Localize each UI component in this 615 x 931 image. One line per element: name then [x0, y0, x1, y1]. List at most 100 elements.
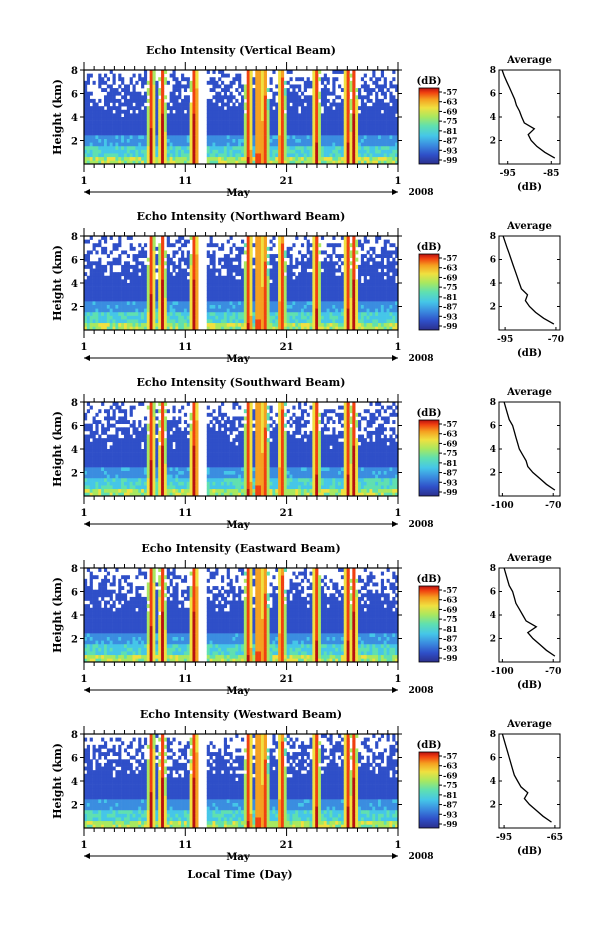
heatmap-cell	[263, 311, 267, 316]
heatmap-cell	[372, 268, 376, 273]
heatmap-cell	[306, 243, 310, 248]
heatmap-cell	[292, 160, 296, 165]
heatmap-cell	[263, 84, 267, 89]
heatmap-cell	[243, 127, 247, 132]
heatmap-cell	[106, 131, 110, 136]
heatmap-cell	[92, 459, 96, 464]
heatmap-cell	[115, 322, 119, 327]
heatmap-cell	[183, 142, 188, 147]
heatmap-cell	[209, 308, 213, 313]
heatmap-cell	[392, 135, 396, 139]
heatmap-cell	[143, 73, 148, 78]
heatmap-cell	[303, 80, 307, 85]
heatmap-cell	[95, 477, 99, 482]
heatmap-cell	[235, 149, 239, 154]
heatmap-cell	[192, 80, 196, 85]
heatmap-cell	[380, 156, 385, 161]
heatmap-cell	[312, 77, 316, 82]
heatmap-cell	[206, 326, 210, 331]
heatmap-cell	[218, 135, 222, 139]
heatmap-cell	[195, 239, 199, 244]
heatmap-cell	[358, 275, 362, 280]
heatmap-cell	[226, 261, 230, 266]
heatmap-cell	[183, 304, 188, 309]
heatmap-cell	[352, 322, 356, 327]
heatmap-cell	[86, 239, 90, 244]
heatmap-cell	[229, 290, 233, 295]
heatmap-cell	[183, 135, 188, 139]
heatmap-cell	[218, 311, 222, 316]
heatmap-cell	[215, 113, 219, 118]
heatmap-cell	[343, 268, 347, 273]
heatmap-cell	[395, 250, 399, 255]
heatmap-cell	[286, 283, 290, 287]
heatmap-cell	[118, 156, 122, 161]
heatmap-cell	[226, 131, 230, 136]
heatmap-cell	[318, 106, 322, 111]
heatmap-cell	[278, 117, 282, 121]
heatmap-cell	[275, 286, 279, 291]
heatmap-cell	[358, 283, 362, 287]
heatmap-cell	[346, 120, 350, 125]
heatmap-cell	[186, 160, 190, 165]
heatmap-cell	[98, 315, 102, 320]
heatmap-cell	[84, 492, 88, 497]
heatmap-cell	[118, 308, 122, 313]
heatmap-cell	[172, 135, 176, 139]
heatmap-cell	[286, 286, 290, 291]
heatmap-cell	[258, 73, 262, 78]
heatmap-cell	[343, 88, 347, 92]
heatmap-cell	[380, 301, 385, 305]
heatmap-cells	[84, 70, 399, 165]
heatmap-cell	[121, 127, 125, 132]
heatmap-cell	[115, 106, 119, 111]
heatmap-cell	[289, 142, 293, 147]
heatmap-cell	[166, 254, 170, 258]
heatmap-cell	[309, 304, 313, 309]
heatmap-cell	[103, 286, 108, 291]
heatmap-cell	[332, 283, 336, 287]
heatmap-cell	[375, 261, 379, 266]
heatmap-cell	[263, 293, 267, 298]
heatmap-cell	[149, 250, 153, 255]
heatmap-cell	[332, 315, 336, 320]
heatmap-cell	[152, 264, 156, 269]
heatmap-cell	[112, 73, 116, 78]
heatmap-cell	[98, 326, 102, 331]
heatmap-cell	[175, 135, 179, 139]
heatmap-cell	[312, 311, 316, 316]
heatmap-cell	[298, 95, 302, 100]
colorbar-tick-label: -57	[443, 87, 457, 97]
heatmap-cell	[280, 286, 285, 291]
heatmap-cell	[181, 272, 185, 277]
heatmap-cell	[252, 156, 256, 161]
heatmap-cell	[280, 257, 285, 262]
heatmap-cell	[178, 109, 182, 114]
heatmap-cell	[343, 142, 347, 147]
heatmap-cell	[395, 142, 399, 147]
heatmap-cell	[92, 243, 96, 248]
heatmap-cell	[189, 131, 193, 136]
heatmap-cell	[380, 149, 385, 154]
heatmap-cell	[161, 135, 165, 139]
heatmap-cell	[138, 131, 142, 136]
heatmap-cell	[118, 286, 122, 291]
heatmap-cell	[309, 84, 313, 89]
heatmap-cell	[209, 145, 213, 150]
heatmap-cell	[306, 293, 310, 298]
heatmap-cell	[289, 153, 293, 158]
heatmap-cell	[292, 149, 296, 154]
heatmap-cell	[323, 149, 327, 154]
heatmap-cell	[112, 308, 116, 313]
heatmap-cell	[280, 80, 285, 85]
heatmap-cell	[238, 80, 242, 85]
heatmap-cell	[235, 293, 239, 298]
heatmap-cell	[269, 98, 273, 103]
heatmap-cell	[252, 120, 256, 125]
heatmap-cell	[121, 293, 125, 298]
heatmap-cell	[186, 301, 190, 305]
heatmap-cell	[169, 257, 173, 262]
heatmap-cell	[343, 322, 347, 327]
heatmap-cell	[252, 290, 256, 295]
heatmap-cell	[298, 311, 302, 316]
